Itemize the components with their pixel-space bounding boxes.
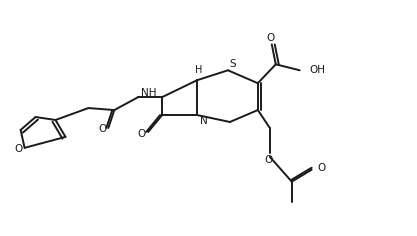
Text: O: O <box>15 144 23 154</box>
Text: O: O <box>98 124 106 134</box>
Text: S: S <box>230 59 236 69</box>
Text: NH: NH <box>141 88 157 98</box>
Text: O: O <box>137 129 146 139</box>
Text: H: H <box>195 65 203 75</box>
Text: O: O <box>265 155 273 165</box>
Text: N: N <box>200 116 208 126</box>
Text: O: O <box>266 34 275 43</box>
Text: O: O <box>318 163 326 173</box>
Text: OH: OH <box>310 65 326 75</box>
